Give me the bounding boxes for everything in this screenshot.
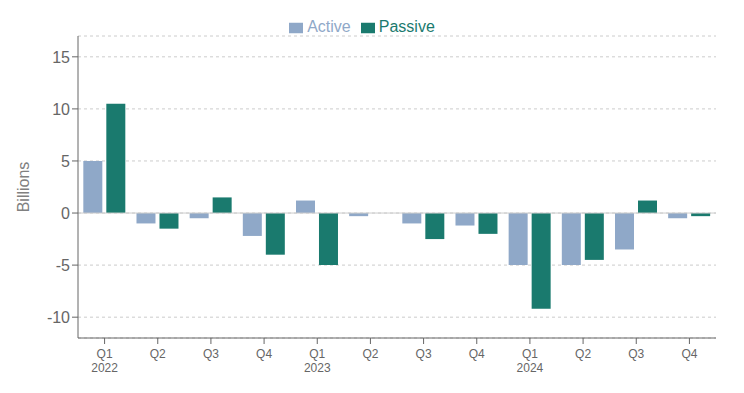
svg-text:15: 15 xyxy=(52,49,70,66)
svg-text:Billions: Billions xyxy=(15,162,32,213)
svg-text:Q12023: Q12023 xyxy=(304,347,331,375)
svg-text:Q3: Q3 xyxy=(628,347,644,361)
svg-text:Q4: Q4 xyxy=(681,347,697,361)
svg-text:-5: -5 xyxy=(56,257,70,274)
svg-text:Q2: Q2 xyxy=(362,347,378,361)
svg-text:Q3: Q3 xyxy=(416,347,432,361)
svg-text:Q3: Q3 xyxy=(203,347,219,361)
svg-text:Q12022: Q12022 xyxy=(91,347,118,375)
svg-text:Q4: Q4 xyxy=(469,347,485,361)
svg-text:Q2: Q2 xyxy=(150,347,166,361)
svg-text:Q12024: Q12024 xyxy=(517,347,544,375)
svg-text:5: 5 xyxy=(61,153,70,170)
svg-text:0: 0 xyxy=(61,205,70,222)
html-text:Passive: Passive xyxy=(378,18,435,35)
svg-text:10: 10 xyxy=(52,101,70,118)
svg-text:Q2: Q2 xyxy=(575,347,591,361)
html-text:Active: Active xyxy=(307,18,351,35)
svg-text:Q4: Q4 xyxy=(256,347,272,361)
svg-text:-10: -10 xyxy=(47,309,70,326)
